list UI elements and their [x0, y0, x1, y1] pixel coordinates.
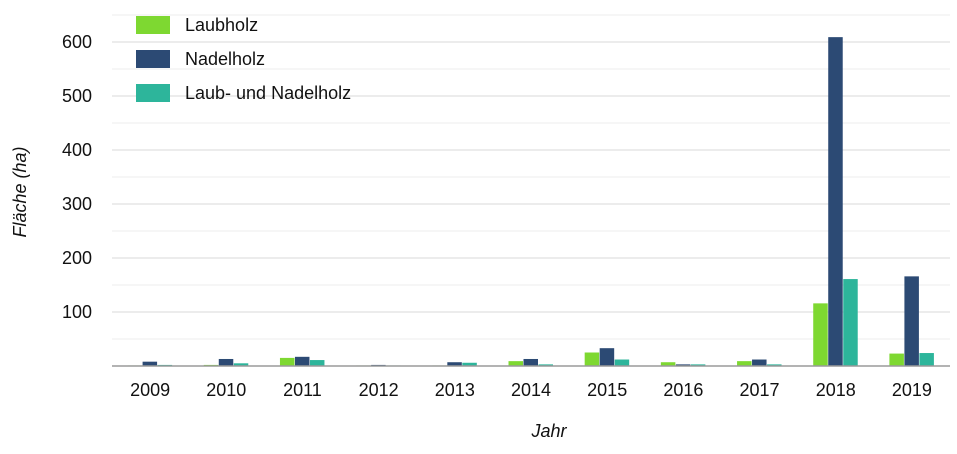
gridlines	[112, 14, 950, 340]
x-tick-label: 2018	[816, 380, 856, 400]
bar-nadelholz-2017	[752, 359, 767, 366]
bar-laubholz-2011	[279, 357, 295, 366]
legend-label: Nadelholz	[185, 49, 265, 69]
bar-laubholz-2016	[660, 362, 676, 366]
y-axis-title: Fläche (ha)	[10, 146, 30, 237]
bar-laub-und-nadelholz-2011	[309, 360, 325, 366]
bar-laubholz-2014	[508, 361, 523, 366]
y-tick-label: 200	[62, 248, 92, 268]
x-tick-label: 2019	[892, 380, 932, 400]
bar-laub-und-nadelholz-2013	[462, 362, 477, 366]
bar-laub-und-nadelholz-2017	[767, 364, 782, 366]
x-tick-label: 2013	[435, 380, 475, 400]
bar-laub-und-nadelholz-2010	[233, 363, 249, 366]
bar-nadelholz-2016	[675, 364, 691, 366]
legend-label: Laubholz	[185, 15, 258, 35]
x-tick-label: 2016	[663, 380, 703, 400]
x-tick-label: 2011	[283, 380, 322, 400]
y-tick-label: 600	[62, 32, 92, 52]
x-axis-ticks: 2009 2010 2011 2012 2013 2014 2015 2016 2017 2018…	[130, 380, 932, 400]
x-tick-label: 2010	[206, 380, 246, 400]
bar-laub-und-nadelholz-2019	[919, 353, 934, 366]
bar-nadelholz-2011	[294, 356, 310, 366]
bar-nadelholz-2019	[904, 276, 919, 366]
y-axis-ticks: 100 200 300 400 500 600	[62, 32, 92, 322]
x-tick-label: 2015	[587, 380, 627, 400]
x-tick-label: 2009	[130, 380, 170, 400]
bar-nadelholz-2018	[828, 37, 843, 366]
bar-laubholz-2015	[584, 352, 600, 366]
y-tick-label: 100	[62, 302, 92, 322]
y-tick-label: 500	[62, 86, 92, 106]
y-tick-label: 300	[62, 194, 92, 214]
legend-swatch	[136, 84, 170, 102]
bar-nadelholz-2009	[142, 361, 158, 366]
bar-nadelholz-2013	[447, 362, 462, 366]
legend-label: Laub- und Nadelholz	[185, 83, 351, 103]
bar-laub-und-nadelholz-2016	[690, 364, 706, 366]
legend: Laubholz Nadelholz Laub- und Nadelholz	[136, 15, 351, 103]
bar-laub-und-nadelholz-2014	[538, 364, 553, 366]
bar-laubholz-2019	[889, 353, 904, 366]
x-tick-label: 2017	[740, 380, 780, 400]
x-tick-label: 2014	[511, 380, 551, 400]
x-axis-title: Jahr	[530, 421, 567, 441]
bars	[127, 37, 934, 366]
bar-nadelholz-2015	[599, 348, 615, 366]
x-tick-label: 2012	[359, 380, 399, 400]
bar-laubholz-2018	[813, 303, 828, 366]
bar-laub-und-nadelholz-2015	[614, 359, 630, 366]
bar-laubholz-2017	[737, 361, 752, 366]
y-tick-label: 400	[62, 140, 92, 160]
legend-swatch	[136, 50, 170, 68]
bar-nadelholz-2010	[218, 358, 234, 366]
bar-nadelholz-2014	[523, 358, 538, 366]
bar-laub-und-nadelholz-2018	[843, 279, 858, 366]
legend-swatch	[136, 16, 170, 34]
